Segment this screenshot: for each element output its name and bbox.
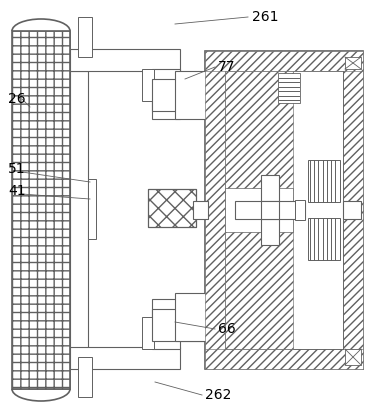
- Bar: [12, 31, 70, 389]
- Bar: [345, 349, 361, 365]
- Bar: [278, 73, 300, 103]
- Bar: [235, 201, 305, 219]
- Bar: [343, 201, 361, 219]
- Bar: [70, 49, 180, 71]
- Bar: [343, 51, 363, 369]
- Bar: [148, 189, 196, 227]
- Text: 262: 262: [205, 388, 232, 402]
- Bar: [142, 317, 154, 349]
- Bar: [295, 200, 305, 220]
- Bar: [148, 189, 196, 227]
- Bar: [78, 17, 92, 57]
- Text: 77: 77: [218, 60, 236, 74]
- Bar: [193, 201, 208, 219]
- Bar: [261, 175, 279, 245]
- Bar: [152, 309, 207, 341]
- Bar: [175, 71, 207, 119]
- Bar: [225, 210, 293, 349]
- Bar: [205, 349, 363, 369]
- Bar: [205, 51, 225, 369]
- Text: 261: 261: [252, 10, 279, 24]
- Bar: [225, 71, 293, 205]
- Bar: [152, 79, 207, 111]
- Bar: [88, 179, 96, 239]
- Bar: [345, 57, 361, 69]
- Bar: [261, 201, 279, 219]
- Bar: [12, 31, 70, 389]
- Bar: [142, 69, 154, 101]
- Bar: [78, 357, 92, 397]
- Bar: [70, 347, 180, 369]
- Bar: [205, 51, 363, 71]
- Bar: [70, 71, 88, 349]
- Bar: [205, 51, 363, 369]
- Text: 51: 51: [8, 162, 26, 176]
- Bar: [225, 71, 343, 349]
- Bar: [152, 299, 180, 349]
- Bar: [308, 160, 340, 202]
- Bar: [152, 69, 180, 119]
- Bar: [175, 293, 207, 341]
- Text: 41: 41: [8, 184, 26, 198]
- Text: 26: 26: [8, 92, 26, 106]
- Bar: [225, 71, 343, 349]
- Bar: [308, 218, 340, 260]
- Bar: [225, 188, 293, 232]
- Text: 66: 66: [218, 322, 236, 336]
